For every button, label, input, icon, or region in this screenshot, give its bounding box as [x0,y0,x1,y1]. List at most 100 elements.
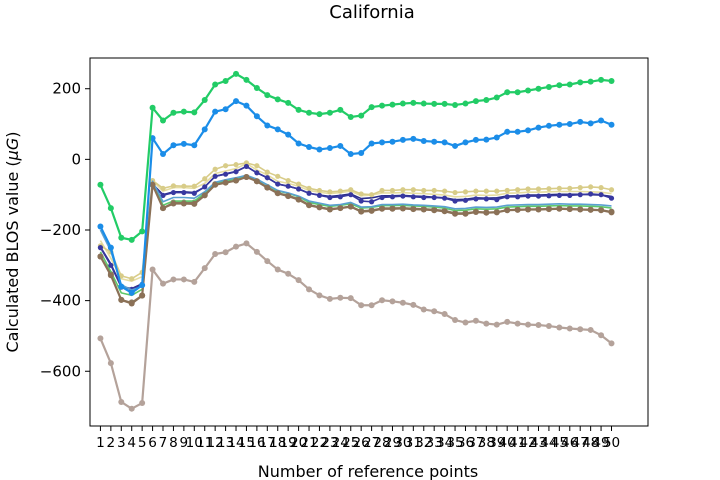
x-tick-label: 15 [238,435,255,451]
data-point [441,100,448,107]
data-point [285,183,291,189]
data-point [525,321,532,328]
data-point [348,192,354,198]
data-point [556,205,563,212]
x-tick-label: 50 [603,435,620,451]
data-point [108,262,114,268]
data-point [504,194,510,200]
data-point [379,297,386,304]
data-point [337,194,343,200]
data-point [452,210,459,217]
data-point [160,192,166,198]
data-point [253,113,260,120]
data-point [180,140,187,147]
x-tick-label: 44 [540,435,557,451]
data-point [567,192,573,198]
data-point [556,121,563,128]
data-point [180,276,187,283]
x-tick-label: 46 [561,435,578,451]
data-point [264,122,271,129]
series-4 [99,162,612,283]
data-point [577,185,583,191]
data-point [504,128,511,135]
data-point [295,196,302,203]
data-point [483,188,489,194]
data-point [222,106,229,113]
x-tick-label: 11 [196,435,213,451]
y-axis-label-mu: μ [3,150,22,161]
x-tick-label: 39 [488,435,505,451]
data-point [212,166,218,172]
data-point [118,234,125,241]
data-point [191,183,197,189]
data-point [608,121,615,128]
data-point [306,202,313,209]
data-point [431,308,438,315]
x-tick-label: 7 [159,435,168,451]
data-point [535,321,542,328]
data-point [107,272,114,279]
data-point [243,102,250,109]
series-8 [99,174,612,291]
data-point [253,85,260,92]
data-point [515,187,521,193]
x-tick-label: 22 [311,435,328,451]
series-1-line [99,242,613,410]
y-tick-label: −200 [40,221,81,239]
data-point [243,240,250,247]
data-point [441,208,448,215]
x-tick-label: 45 [551,435,568,451]
data-point [577,326,584,333]
data-point [275,181,281,187]
data-point [201,265,208,272]
data-point [316,192,323,198]
data-point [129,276,135,282]
data-point [233,162,239,168]
data-point [545,206,552,213]
data-point [337,142,344,149]
data-point [410,187,416,193]
data-point [504,207,511,214]
data-point [452,198,458,204]
data-point [181,189,187,196]
data-point [222,77,229,84]
y-axis: 200 0 −200 −400 −600 [40,80,90,380]
x-tick-label: 16 [248,435,265,451]
data-point [389,101,396,108]
data-point [442,195,448,201]
data-point [493,134,500,141]
data-point [222,171,229,177]
y-tick-label: −400 [40,292,81,310]
x-tick-label: 36 [457,435,474,451]
data-point [275,173,281,179]
data-point [212,181,219,188]
data-point [545,83,552,90]
x-tick-label: 6 [148,435,157,451]
data-point [494,197,500,203]
x-tick-label: 2 [107,435,116,451]
x-tick-label: 12 [207,435,224,451]
data-point [160,185,166,191]
data-point [410,194,416,200]
data-point [233,177,240,184]
data-point [545,122,552,129]
x-tick-label: 17 [259,435,276,451]
data-point [306,185,312,191]
data-point [399,100,406,107]
data-point [118,273,124,279]
data-point [462,197,469,203]
series-6-line [100,162,612,280]
x-tick-label: 42 [519,435,536,451]
data-point [285,193,292,200]
data-point [369,199,375,205]
data-point [337,294,344,301]
data-point [389,205,396,212]
data-point [222,163,229,169]
x-tick-label: 18 [269,435,286,451]
data-point [535,124,542,131]
x-tick-label: 47 [572,435,589,451]
series-7-line [99,165,612,291]
data-point [316,187,323,194]
data-point [243,76,250,83]
x-tick-label: 25 [342,435,359,451]
